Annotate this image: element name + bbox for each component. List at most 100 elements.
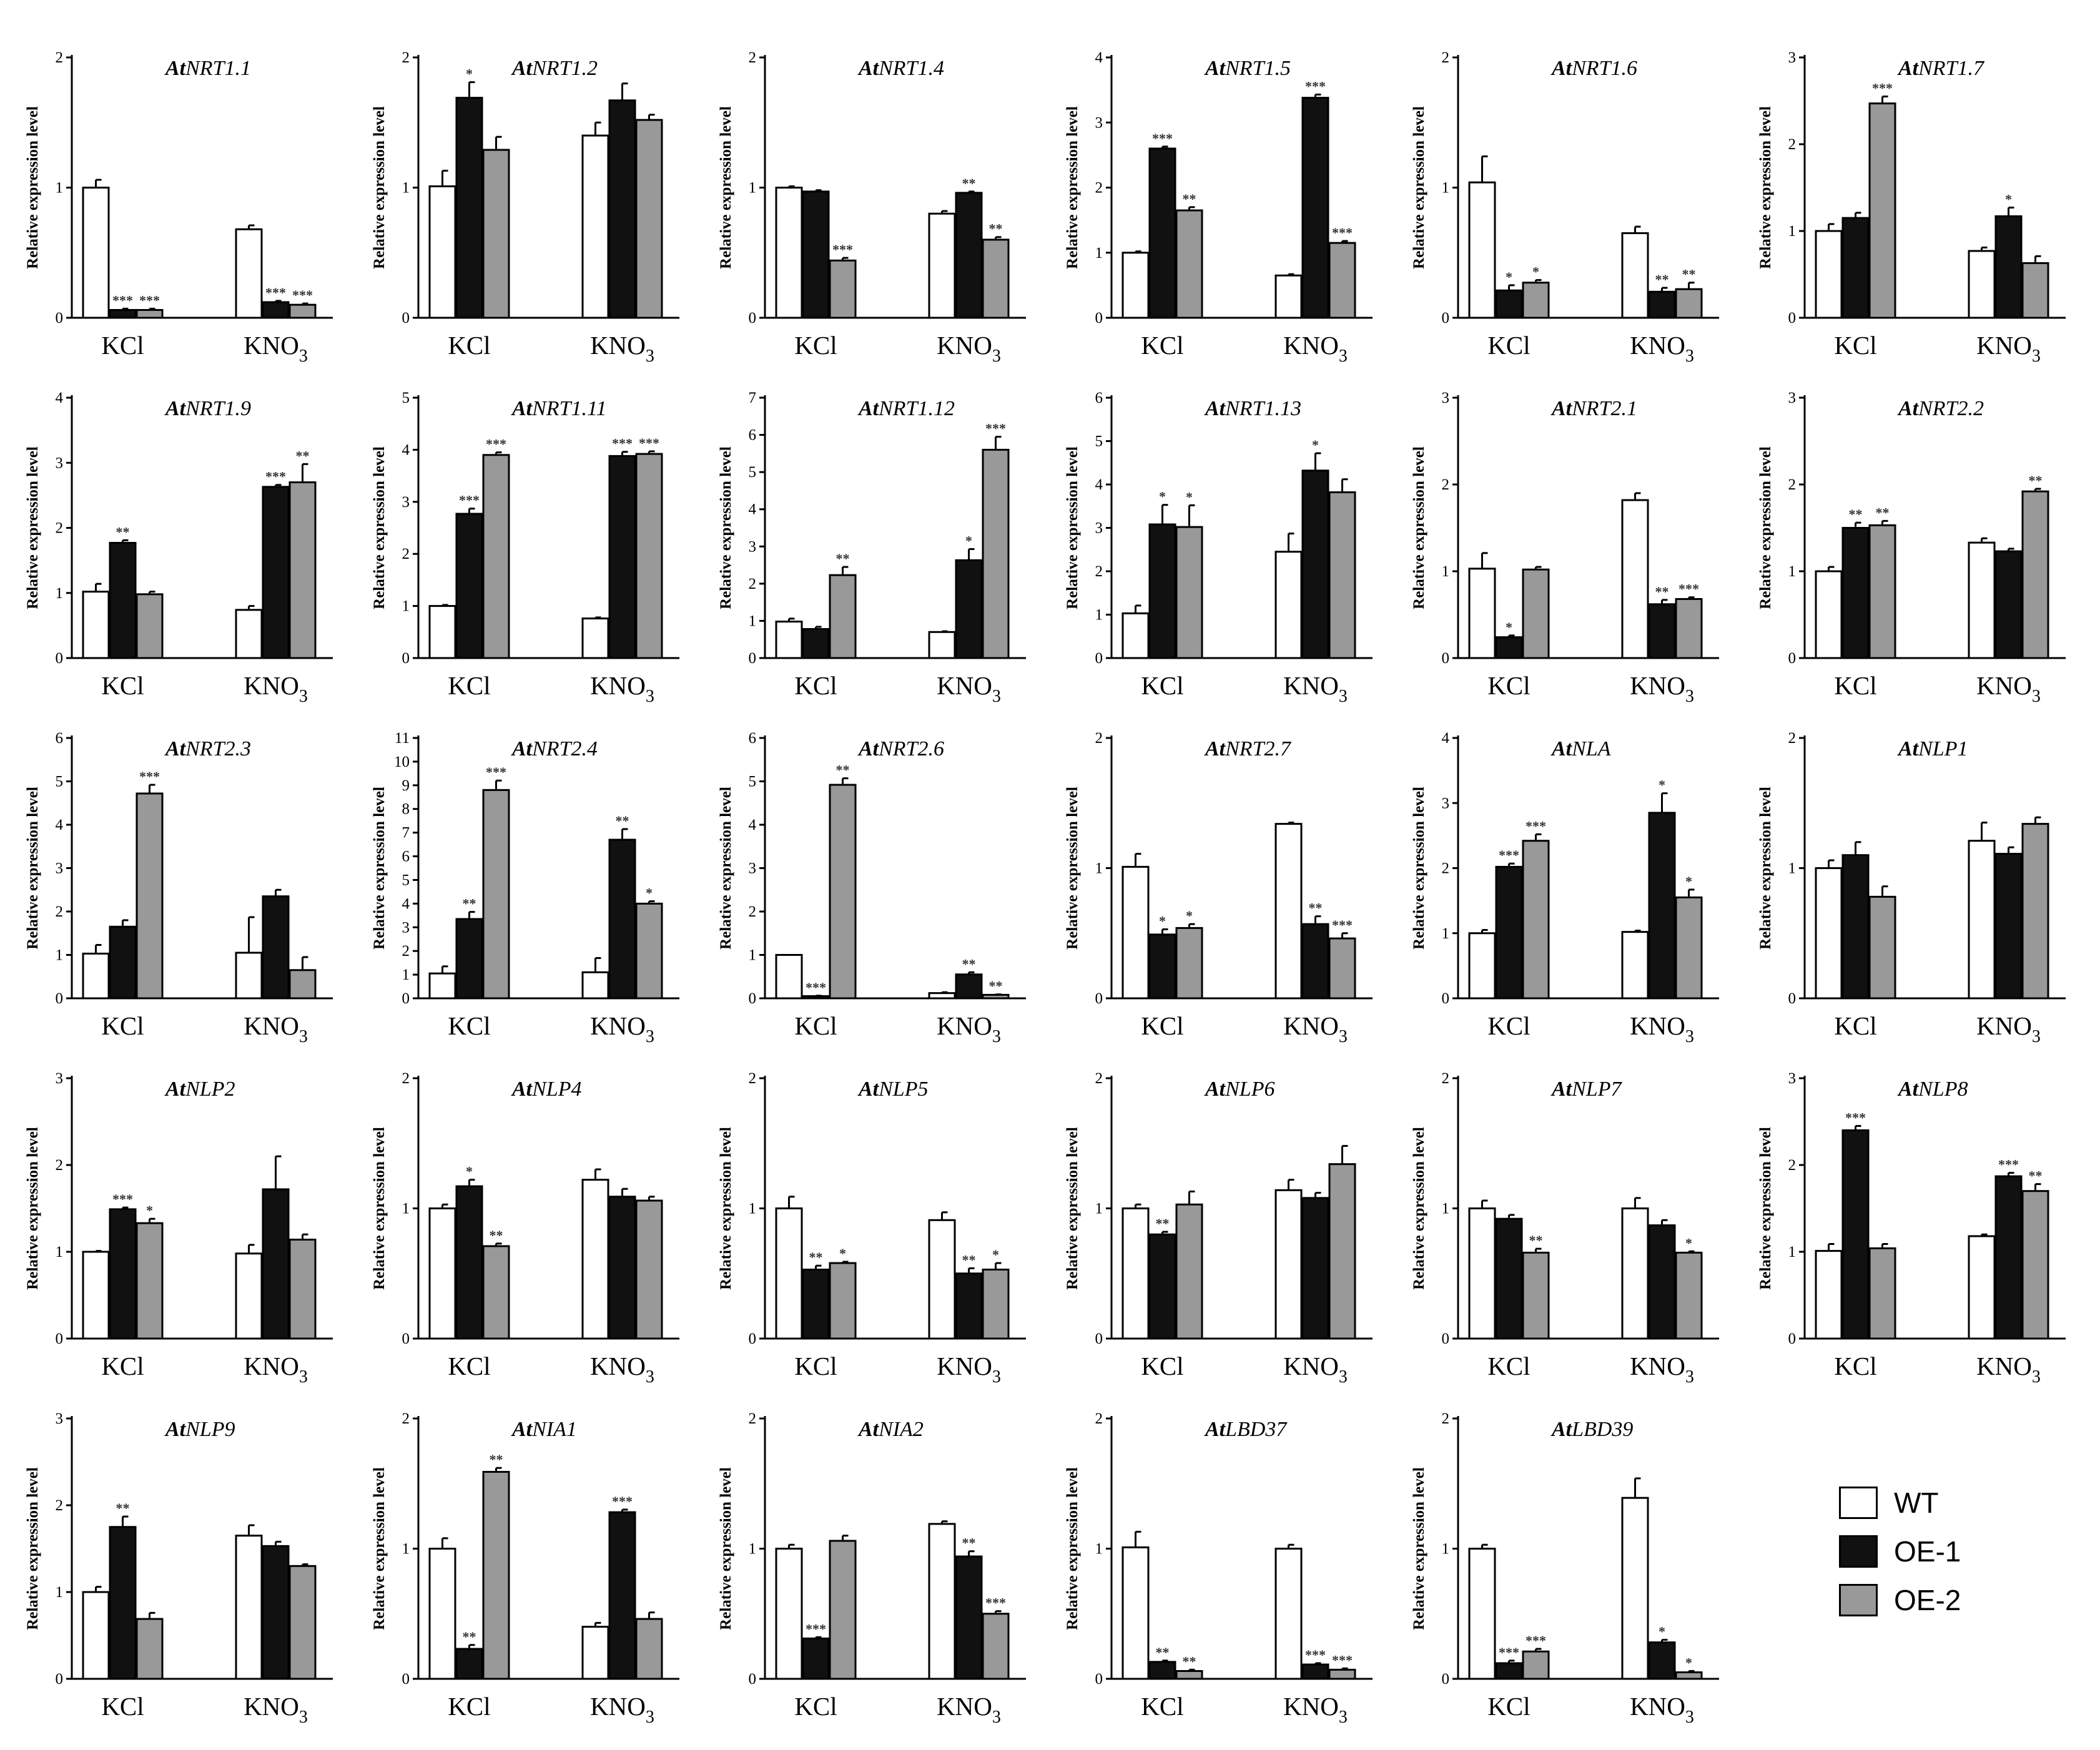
chart-title: AtNLP4 bbox=[511, 1078, 581, 1101]
bar bbox=[955, 973, 983, 1000]
bar bbox=[635, 1618, 663, 1680]
y-axis-label: Relative expression level bbox=[1757, 787, 1774, 950]
y-tick-label: 4 bbox=[402, 441, 410, 458]
bar bbox=[109, 1208, 137, 1340]
chart-title: AtLBD37 bbox=[1204, 1418, 1288, 1441]
significance-label: *** bbox=[112, 1191, 133, 1207]
y-tick-label: 2 bbox=[1788, 1157, 1797, 1174]
chart-panel: Relative expression level 0 1 2 3 4 AtNRT1.5 **… bbox=[1064, 49, 1373, 366]
bar bbox=[608, 1511, 636, 1680]
bar bbox=[1868, 524, 1896, 659]
legend-label-wt: WT bbox=[1894, 1487, 1939, 1519]
significance-label: *** bbox=[612, 1493, 633, 1509]
bar bbox=[235, 1535, 263, 1680]
significance-label: *** bbox=[806, 980, 826, 995]
bar bbox=[1675, 597, 1703, 659]
y-tick-label: 2 bbox=[1788, 730, 1797, 747]
bar bbox=[1175, 1203, 1203, 1340]
x-category-label: KNO3 bbox=[1283, 1011, 1348, 1046]
bar bbox=[1522, 1650, 1550, 1680]
significance-label: * bbox=[1186, 908, 1193, 923]
bar bbox=[1301, 469, 1329, 659]
x-category-label: KNO3 bbox=[590, 1352, 654, 1387]
bar bbox=[608, 1196, 636, 1340]
y-axis-label: Relative expression level bbox=[1757, 446, 1774, 609]
bar bbox=[1648, 290, 1676, 319]
chart-title: AtNLP6 bbox=[1204, 1078, 1274, 1101]
chart-panel: Relative expression level 0 1 2 3 AtNLP9 ** KCl… bbox=[24, 1410, 333, 1727]
y-axis-label: Relative expression level bbox=[1757, 106, 1774, 269]
significance-label: *** bbox=[139, 292, 160, 308]
bar bbox=[1621, 499, 1649, 659]
significance-label: ** bbox=[1156, 1216, 1170, 1231]
bar bbox=[235, 1252, 263, 1340]
y-tick-label: 0 bbox=[402, 1330, 410, 1347]
y-tick-label: 0 bbox=[1788, 990, 1797, 1007]
y-tick-label: 1 bbox=[749, 1201, 757, 1217]
significance-label: * bbox=[1159, 489, 1166, 504]
y-tick-label: 3 bbox=[1788, 1070, 1797, 1087]
bar bbox=[1968, 250, 1996, 319]
x-category-label: KNO3 bbox=[244, 671, 308, 706]
y-tick-label: 2 bbox=[1095, 563, 1103, 580]
y-tick-label: 2 bbox=[749, 1410, 757, 1427]
x-category-label: KNO3 bbox=[244, 331, 308, 366]
bar bbox=[1522, 840, 1550, 1000]
x-category-label: KCl bbox=[1834, 671, 1876, 700]
x-category-label: KNO3 bbox=[1630, 1692, 1694, 1727]
bar bbox=[982, 238, 1010, 319]
bar bbox=[1621, 232, 1649, 319]
bar bbox=[1121, 612, 1150, 659]
bar bbox=[262, 486, 290, 659]
y-tick-label: 2 bbox=[1442, 476, 1450, 493]
y-tick-label: 3 bbox=[56, 1410, 64, 1427]
y-tick-label: 2 bbox=[1442, 1410, 1450, 1427]
y-tick-label: 10 bbox=[394, 754, 410, 770]
y-tick-label: 1 bbox=[1788, 1244, 1797, 1261]
x-category-label: KCl bbox=[794, 1692, 837, 1721]
significance-label: ** bbox=[490, 1452, 503, 1467]
bar bbox=[1121, 1207, 1150, 1340]
chart-title: AtNRT1.4 bbox=[857, 57, 944, 80]
chart-title: AtNRT1.12 bbox=[857, 397, 955, 420]
y-tick-label: 3 bbox=[1095, 520, 1103, 537]
y-tick-label: 1 bbox=[56, 585, 64, 602]
bar bbox=[775, 621, 803, 659]
y-tick-label: 1 bbox=[1442, 563, 1450, 580]
bar bbox=[635, 453, 663, 659]
chart-title: AtNRT2.3 bbox=[164, 737, 251, 760]
y-tick-label: 1 bbox=[1788, 563, 1797, 580]
significance-label: * bbox=[466, 66, 473, 82]
bar bbox=[1175, 209, 1203, 319]
significance-label: * bbox=[1506, 269, 1512, 285]
x-category-label: KNO3 bbox=[1283, 671, 1348, 706]
y-tick-label: 3 bbox=[56, 455, 64, 471]
y-tick-label: 0 bbox=[402, 1671, 410, 1688]
bar bbox=[1301, 97, 1329, 319]
x-category-label: KNO3 bbox=[590, 671, 654, 706]
chart-panel: Relative expression level 0 1 2 AtNLP6 ** KCl K… bbox=[1064, 1070, 1373, 1387]
bar bbox=[1968, 840, 1996, 1000]
bar bbox=[288, 1565, 317, 1680]
bar bbox=[1274, 1189, 1303, 1340]
bar bbox=[1328, 242, 1356, 319]
significance-label: * bbox=[1532, 264, 1539, 280]
bar bbox=[1175, 927, 1203, 1000]
chart-title: AtNIA2 bbox=[857, 1418, 924, 1441]
significance-label: ** bbox=[1183, 191, 1196, 207]
y-tick-label: 2 bbox=[1442, 1070, 1450, 1087]
y-axis-label: Relative expression level bbox=[371, 787, 388, 950]
bar bbox=[1495, 636, 1523, 659]
y-tick-label: 2 bbox=[1442, 860, 1450, 877]
y-tick-label: 0 bbox=[56, 310, 64, 327]
y-tick-label: 3 bbox=[402, 494, 410, 511]
x-category-label: KNO3 bbox=[1976, 331, 2041, 366]
bar bbox=[1495, 1217, 1523, 1340]
y-tick-label: 4 bbox=[402, 895, 410, 912]
x-category-label: KNO3 bbox=[244, 1011, 308, 1046]
significance-label: * bbox=[1186, 489, 1193, 504]
chart-title: AtNLP7 bbox=[1550, 1078, 1622, 1101]
significance-label: *** bbox=[1998, 1157, 2019, 1172]
y-tick-label: 5 bbox=[1095, 433, 1103, 450]
x-category-label: KCl bbox=[448, 1692, 490, 1721]
